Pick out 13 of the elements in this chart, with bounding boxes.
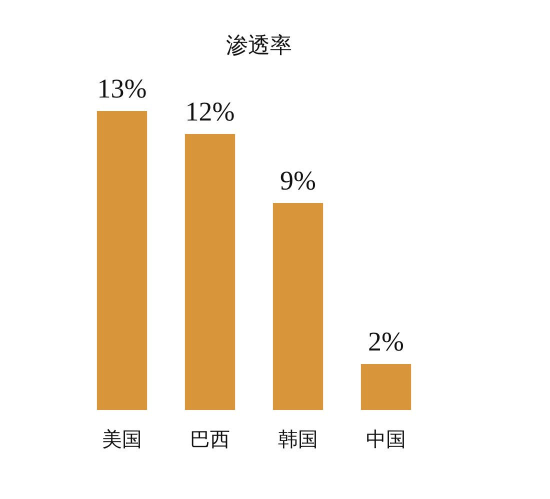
chart-title: 渗透率 bbox=[226, 34, 292, 58]
data-label: 2% bbox=[368, 326, 404, 356]
data-label: 12% bbox=[185, 96, 235, 126]
x-tick-label: 美国 bbox=[102, 427, 142, 451]
x-tick-label: 韩国 bbox=[278, 427, 318, 451]
x-tick-label: 中国 bbox=[366, 427, 406, 451]
data-label: 9% bbox=[280, 166, 316, 196]
bar bbox=[96, 111, 148, 410]
x-tick-label: 巴西 bbox=[190, 427, 230, 451]
bar bbox=[272, 203, 324, 410]
bar bbox=[360, 364, 412, 410]
data-label: 13% bbox=[97, 74, 147, 104]
bar bbox=[184, 134, 236, 410]
